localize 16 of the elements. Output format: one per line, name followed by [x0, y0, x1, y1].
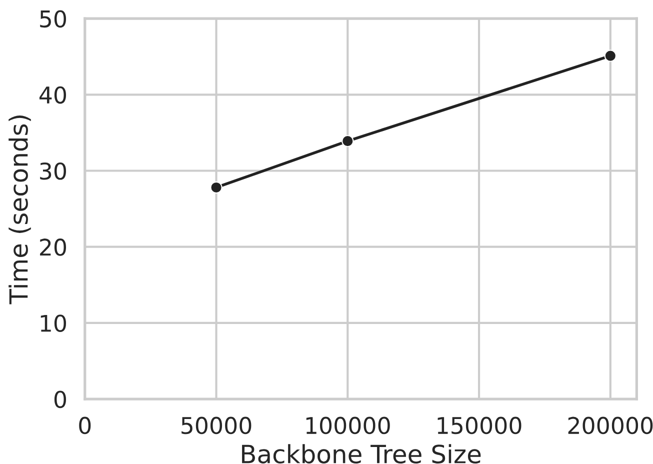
point: [604, 50, 616, 62]
x-tick-label: 200000: [568, 416, 653, 434]
y-tick-label: 0: [54, 390, 66, 408]
y-tick-label: 40: [39, 86, 66, 104]
y-tick-label: 50: [40, 10, 66, 28]
x-tick-label: 0: [79, 416, 91, 434]
x-tick-label: 100000: [306, 416, 390, 434]
y-tick-label: 10: [40, 314, 66, 332]
point: [342, 135, 354, 148]
y-tick-label: 20: [40, 238, 66, 256]
x-tick-label: 150000: [438, 416, 522, 434]
point: [210, 181, 222, 194]
y-axis-title: Time (seconds): [8, 116, 31, 304]
y-tick-label: 30: [40, 162, 66, 180]
x-tick-label: 50000: [182, 416, 252, 434]
x-axis-title: Backbone Tree Size: [242, 444, 481, 464]
